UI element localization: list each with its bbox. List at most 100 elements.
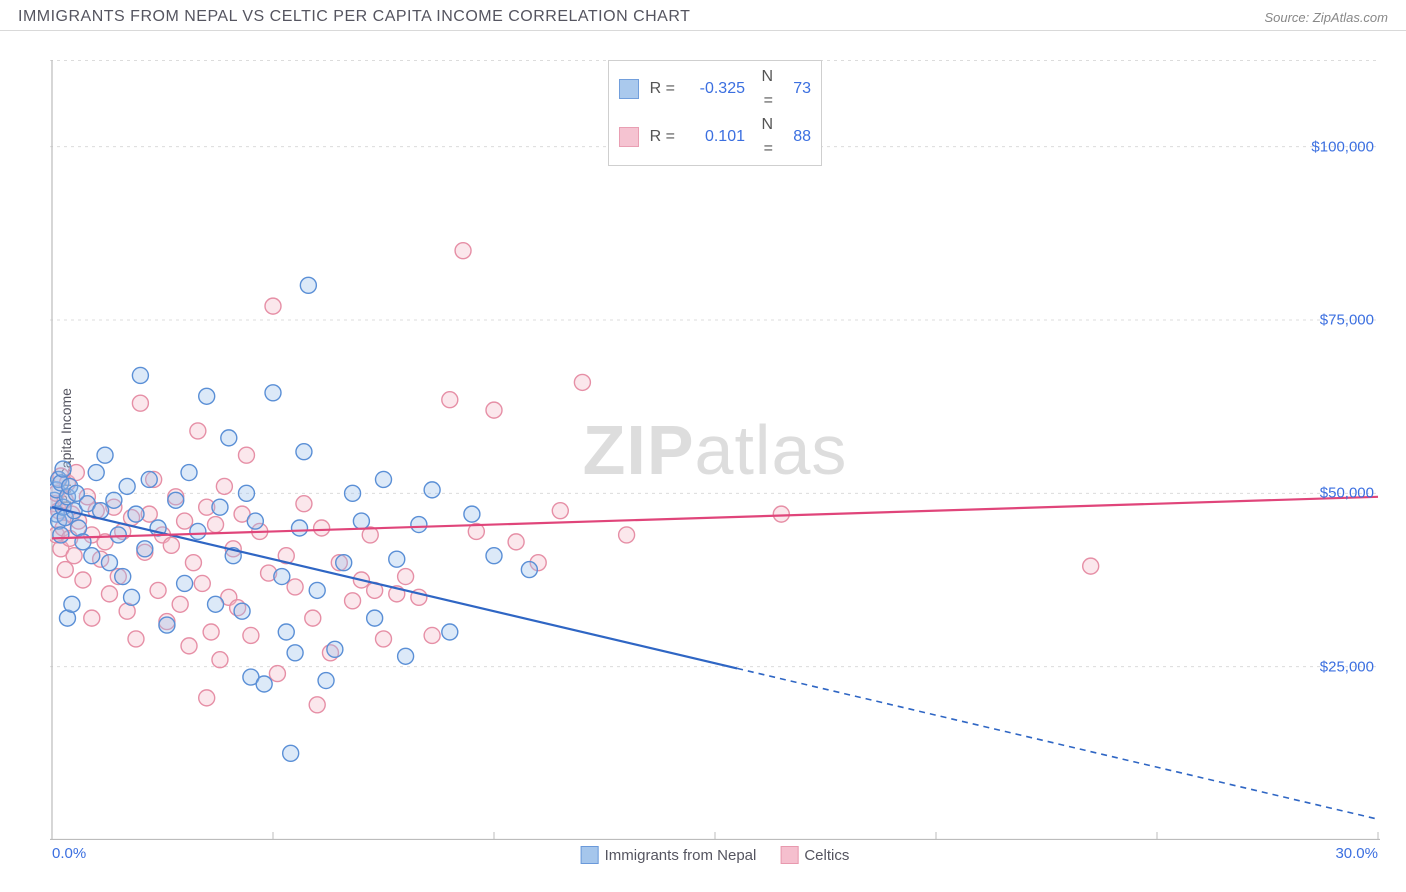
data-point bbox=[389, 551, 405, 567]
legend-swatch bbox=[780, 846, 798, 864]
data-point bbox=[269, 666, 285, 682]
stat-r-label: R = bbox=[647, 77, 675, 101]
data-point bbox=[464, 506, 480, 522]
data-point bbox=[110, 527, 126, 543]
y-tick-label: $100,000 bbox=[1311, 138, 1374, 155]
data-point bbox=[521, 562, 537, 578]
data-point bbox=[84, 548, 100, 564]
data-point bbox=[66, 548, 82, 564]
data-point bbox=[53, 527, 69, 543]
data-point bbox=[442, 624, 458, 640]
data-point bbox=[190, 523, 206, 539]
legend-swatch bbox=[581, 846, 599, 864]
stat-r-value: 0.101 bbox=[683, 125, 745, 149]
data-point bbox=[84, 610, 100, 626]
data-point bbox=[287, 645, 303, 661]
stat-n-label: N = bbox=[753, 65, 773, 113]
stat-r-label: R = bbox=[647, 125, 675, 149]
data-point bbox=[194, 575, 210, 591]
data-point bbox=[238, 485, 254, 501]
source-prefix: Source: bbox=[1264, 10, 1312, 25]
data-point bbox=[115, 569, 131, 585]
data-point bbox=[119, 478, 135, 494]
data-point bbox=[424, 482, 440, 498]
data-point bbox=[57, 562, 73, 578]
data-point bbox=[64, 596, 80, 612]
data-point bbox=[398, 569, 414, 585]
data-point bbox=[208, 596, 224, 612]
data-point bbox=[97, 447, 113, 463]
data-point bbox=[296, 444, 312, 460]
legend-label: Immigrants from Nepal bbox=[605, 847, 757, 864]
data-point bbox=[296, 496, 312, 512]
data-point bbox=[208, 517, 224, 533]
data-point bbox=[203, 624, 219, 640]
source-attribution: Source: ZipAtlas.com bbox=[1264, 10, 1388, 25]
data-point bbox=[309, 582, 325, 598]
data-point bbox=[256, 676, 272, 692]
data-point bbox=[376, 631, 392, 647]
chart-title: IMMIGRANTS FROM NEPAL VS CELTIC PER CAPI… bbox=[18, 8, 690, 26]
data-point bbox=[1083, 558, 1099, 574]
data-point bbox=[128, 631, 144, 647]
data-point bbox=[75, 572, 91, 588]
data-point bbox=[309, 697, 325, 713]
data-point bbox=[424, 627, 440, 643]
data-point bbox=[124, 589, 140, 605]
legend-item: Immigrants from Nepal bbox=[581, 846, 757, 864]
data-point bbox=[234, 603, 250, 619]
legend-item: Celtics bbox=[780, 846, 849, 864]
data-point bbox=[132, 395, 148, 411]
plot-area: ZIPatlas R =-0.325N =73R =0.101N =88 Imm… bbox=[50, 60, 1380, 840]
legend-swatch bbox=[619, 127, 639, 147]
source-name: ZipAtlas.com bbox=[1313, 10, 1388, 25]
data-point bbox=[212, 652, 228, 668]
x-tick-label: 30.0% bbox=[1335, 845, 1378, 862]
data-point bbox=[150, 582, 166, 598]
data-point bbox=[287, 579, 303, 595]
data-point bbox=[247, 513, 263, 529]
data-point bbox=[455, 243, 471, 259]
data-point bbox=[345, 485, 361, 501]
data-point bbox=[574, 374, 590, 390]
data-point bbox=[314, 520, 330, 536]
data-point bbox=[367, 610, 383, 626]
y-tick-label: $50,000 bbox=[1320, 485, 1374, 502]
data-point bbox=[305, 610, 321, 626]
data-point bbox=[88, 465, 104, 481]
data-point bbox=[336, 555, 352, 571]
y-tick-label: $25,000 bbox=[1320, 658, 1374, 675]
stat-r-value: -0.325 bbox=[683, 77, 745, 101]
data-point bbox=[181, 465, 197, 481]
data-point bbox=[283, 745, 299, 761]
data-point bbox=[376, 471, 392, 487]
data-point bbox=[177, 513, 193, 529]
data-point bbox=[132, 367, 148, 383]
data-point bbox=[185, 555, 201, 571]
data-point bbox=[190, 423, 206, 439]
data-point bbox=[128, 506, 144, 522]
data-point bbox=[106, 492, 122, 508]
data-point bbox=[181, 638, 197, 654]
data-point bbox=[221, 430, 237, 446]
data-point bbox=[353, 513, 369, 529]
data-point bbox=[163, 537, 179, 553]
stats-row: R =0.101N =88 bbox=[619, 113, 811, 161]
data-point bbox=[265, 385, 281, 401]
data-point bbox=[486, 402, 502, 418]
data-point bbox=[177, 575, 193, 591]
chart-header: IMMIGRANTS FROM NEPAL VS CELTIC PER CAPI… bbox=[0, 0, 1406, 31]
data-point bbox=[327, 641, 343, 657]
data-point bbox=[274, 569, 290, 585]
bottom-legend: Immigrants from Nepal Celtics bbox=[581, 846, 850, 864]
data-point bbox=[55, 461, 71, 477]
x-tick-label: 0.0% bbox=[52, 845, 86, 862]
data-point bbox=[101, 586, 117, 602]
data-point bbox=[773, 506, 789, 522]
data-point bbox=[159, 617, 175, 633]
data-point bbox=[243, 627, 259, 643]
data-point bbox=[300, 277, 316, 293]
legend-label: Celtics bbox=[804, 847, 849, 864]
scatter-plot-svg bbox=[50, 60, 1380, 840]
data-point bbox=[278, 624, 294, 640]
